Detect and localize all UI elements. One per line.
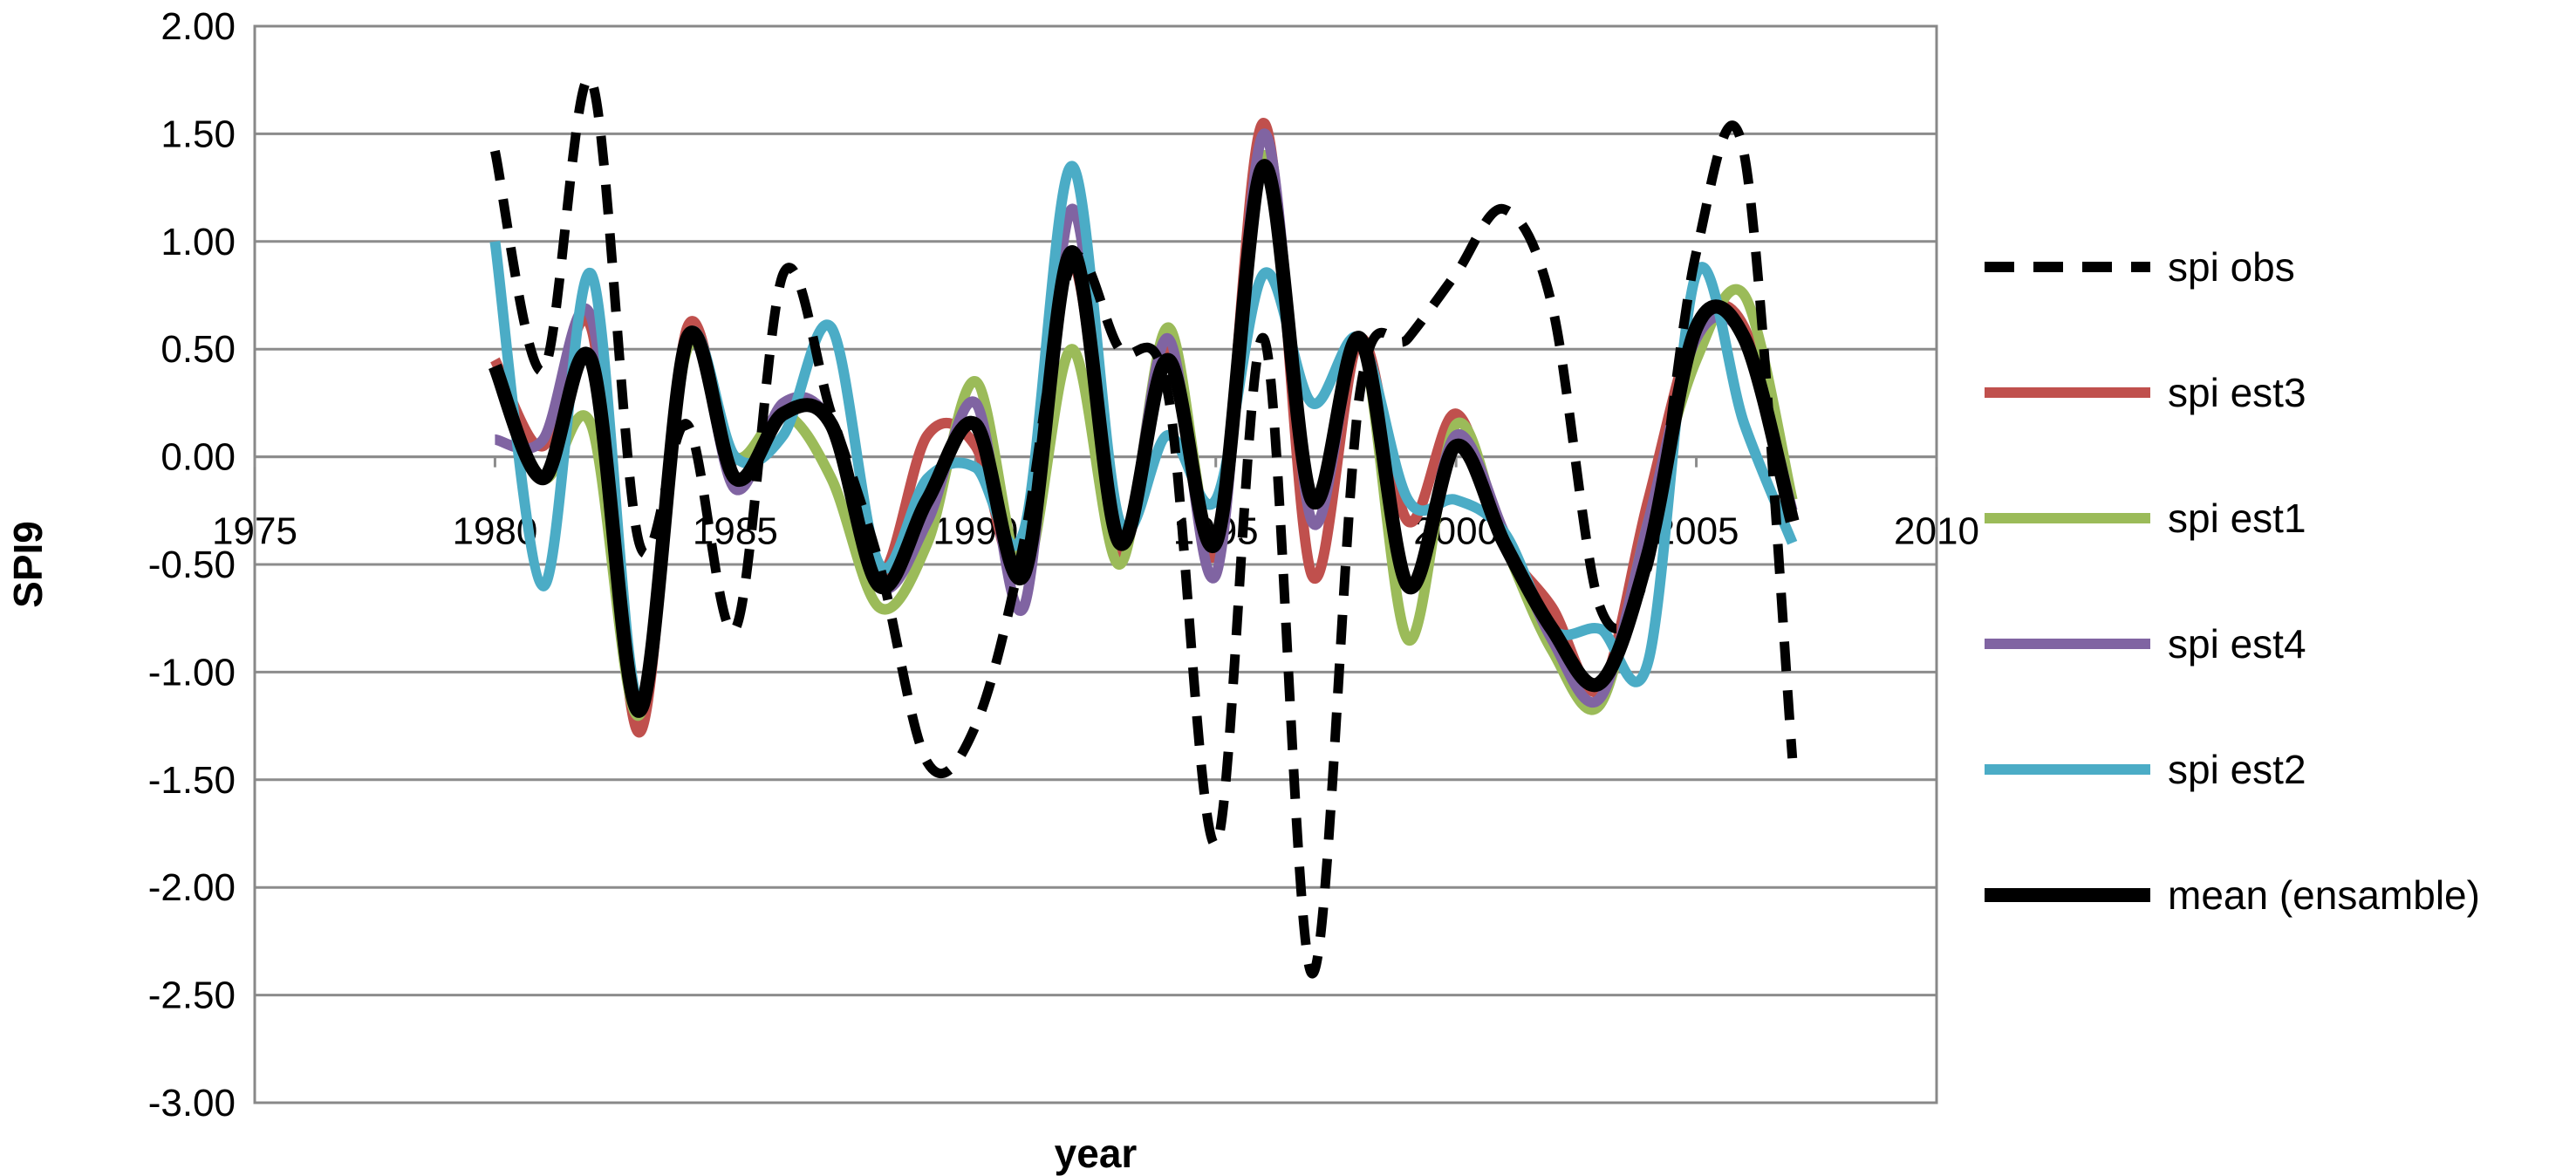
legend-label: spi est3 xyxy=(2168,370,2306,415)
series-lines xyxy=(488,73,1800,979)
x-tick-label: 2010 xyxy=(1894,510,1979,553)
legend-label: spi est1 xyxy=(2168,496,2306,541)
gridlines xyxy=(255,24,1937,1104)
y-tick-label: 2.00 xyxy=(161,5,236,48)
x-axis-title: year xyxy=(1055,1131,1138,1176)
series-line-mean-ensamble- xyxy=(488,159,1800,718)
y-tick-label: -1.50 xyxy=(148,759,236,802)
y-tick-label: 1.50 xyxy=(161,113,236,155)
plot-area xyxy=(253,24,1938,1104)
y-tick-label: -2.50 xyxy=(148,974,236,1017)
y-tick-label: -2.00 xyxy=(148,866,236,909)
legend: spi obs spi est3 spi est1 spi est4 spi est2 m… xyxy=(1985,244,2480,918)
legend-label: spi est4 xyxy=(2168,621,2306,667)
y-tick-label: -0.50 xyxy=(148,544,236,586)
y-tick-label: 0.50 xyxy=(161,328,236,371)
legend-label: mean (ensamble) xyxy=(2168,872,2480,918)
y-axis-ticks: 2.00 1.50 1.00 0.50 0.00 -0.50 -1.00 -1.50 -2.00… xyxy=(148,5,236,1125)
x-tick-label: 1975 xyxy=(212,510,297,553)
legend-label: spi obs xyxy=(2168,244,2295,290)
y-tick-label: 1.00 xyxy=(161,221,236,263)
series-line-spi-obs xyxy=(490,73,1798,979)
legend-label: spi est2 xyxy=(2168,747,2306,792)
y-tick-label: -1.00 xyxy=(148,651,236,694)
y-tick-label: -3.00 xyxy=(148,1082,236,1125)
y-tick-label: 0.00 xyxy=(161,436,236,479)
y-axis-title: SPI9 xyxy=(5,521,51,608)
